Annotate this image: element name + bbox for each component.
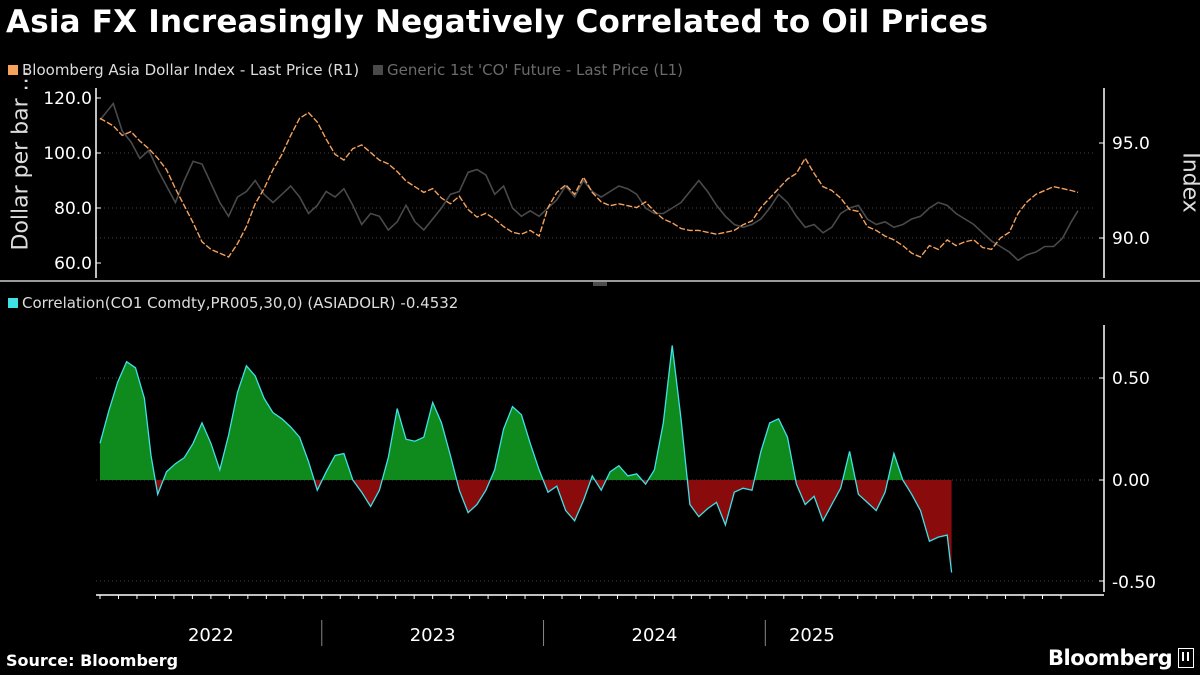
x-axis-year-label: 2024	[632, 625, 678, 646]
correlation-positive-area	[100, 345, 903, 480]
right-axis-tick-label: 90.0	[1112, 229, 1150, 249]
correlation-negative-area	[155, 480, 952, 573]
legend-top: Bloomberg Asia Dollar Index - Last Price…	[8, 61, 683, 79]
series-asia-dollar-line	[99, 111, 1079, 258]
x-axis-year-label: 2022	[188, 625, 234, 646]
legend-label-brent: Generic 1st 'CO' Future - Last Price (L1…	[387, 61, 683, 79]
series-brent-line	[99, 101, 1079, 262]
bottom-panel-axes	[96, 325, 1105, 596]
correlation-axis-tick-label: 0.50	[1112, 369, 1150, 389]
x-axis-year-label: 2025	[789, 625, 835, 646]
left-axis-tick-label: 100.0	[43, 144, 92, 164]
legend-swatch-asia-dollar	[8, 65, 18, 75]
left-axis-tick-label: 120.0	[43, 89, 92, 109]
right-axis-tick-label: 95.0	[1112, 134, 1150, 154]
brand-logo: Bloomberg	[1048, 646, 1195, 670]
x-axis-year-label: 2023	[410, 625, 456, 646]
panel-separator-handle	[593, 282, 607, 286]
brand-wordmark: Bloomberg	[1048, 646, 1173, 670]
legend-swatch-correlation	[8, 298, 18, 308]
source-note: Source: Bloomberg	[6, 651, 179, 670]
correlation-axis-tick-label: 0.00	[1112, 471, 1150, 491]
correlation-axis-tick-label: -0.50	[1112, 573, 1156, 593]
top-panel-axes	[95, 88, 1105, 278]
left-axis-tick-label: 60.0	[54, 254, 92, 274]
left-axis-tick-label: 80.0	[54, 199, 92, 219]
legend-label-correlation: Correlation(CO1 Comdty,PR005,30,0) (ASIA…	[22, 294, 459, 312]
bloomberg-terminal-icon	[1178, 648, 1195, 668]
legend-label-asia-dollar: Bloomberg Asia Dollar Index - Last Price…	[22, 61, 360, 79]
chart-title: Asia FX Increasingly Negatively Correlat…	[6, 4, 989, 40]
top-panel-grid	[96, 152, 1096, 239]
correlation-line	[99, 345, 953, 573]
legend-swatch-brent	[373, 65, 384, 75]
legend-bottom: Correlation(CO1 Comdty,PR005,30,0) (ASIA…	[8, 294, 458, 312]
